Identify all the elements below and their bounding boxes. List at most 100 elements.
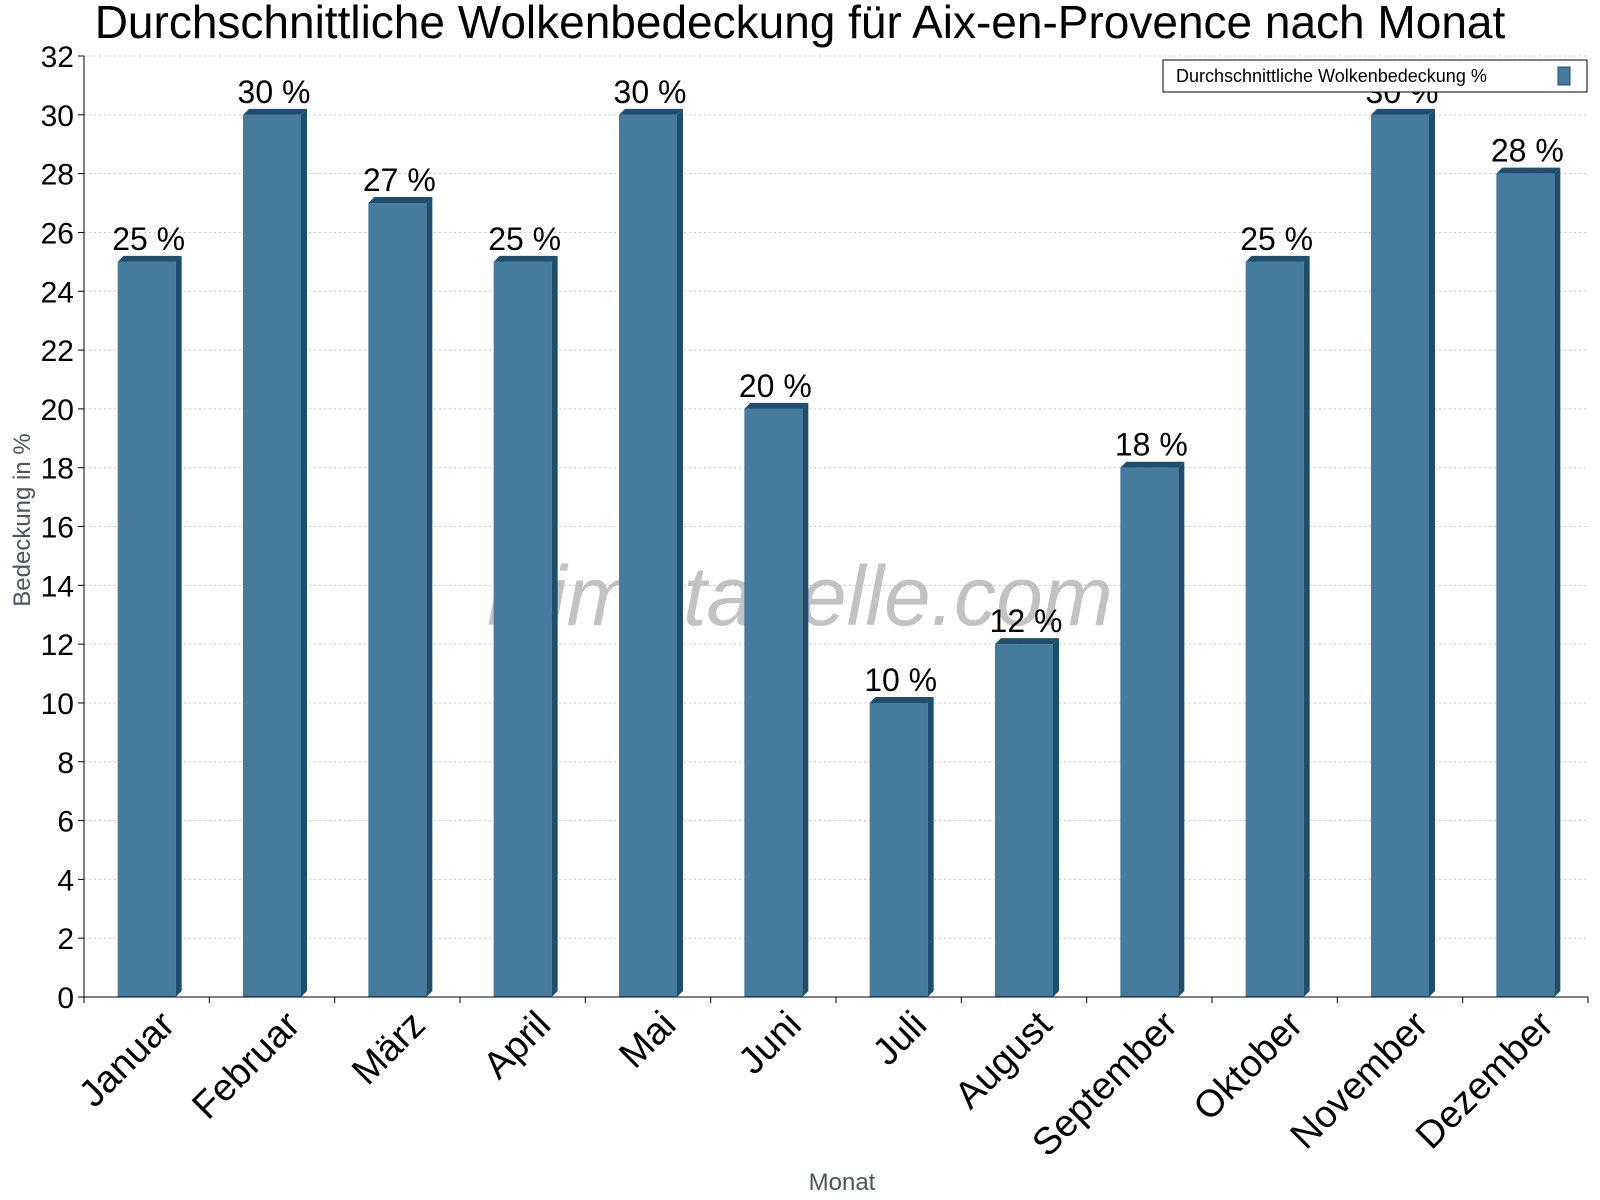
bar-top: [995, 638, 1059, 645]
bar-2: [368, 197, 433, 997]
bar-top: [368, 197, 433, 204]
data-label: 30 %: [238, 74, 311, 110]
legend-swatch: [1557, 66, 1571, 86]
bar-0: [117, 255, 182, 997]
bar-front: [744, 408, 803, 997]
y-tick-label: 28: [41, 159, 74, 192]
data-label: 25 %: [1240, 221, 1313, 257]
bar-side: [802, 402, 809, 997]
bar-side: [677, 108, 683, 997]
bar-front: [368, 203, 427, 997]
data-label: 27 %: [363, 162, 436, 198]
data-labels: 25 % 30 % 27 % 25 % 30 % 20 % 10 % 12 % 18 % 25 %…: [112, 74, 1564, 698]
y-tick-label: 10: [41, 688, 74, 721]
bar-top: [869, 696, 934, 703]
bar-top: [744, 402, 809, 409]
legend-box: [1162, 59, 1588, 93]
y-tick-label: 32: [41, 41, 74, 74]
data-label: 10 %: [864, 662, 937, 698]
bar-side: [1303, 255, 1310, 997]
y-tick-label: 8: [57, 747, 74, 780]
y-tick-label: 6: [57, 806, 74, 839]
bar-front: [869, 702, 928, 997]
legend: Durchschnittliche Wolkenbedeckung %: [1162, 59, 1588, 93]
y-tick-label: 0: [57, 982, 74, 1015]
bar-front: [1120, 467, 1179, 997]
y-tick-label: 22: [41, 335, 74, 368]
bar-10: [1371, 108, 1435, 997]
bar-top: [1371, 108, 1435, 115]
data-label: 28 %: [1491, 133, 1564, 169]
y-tick-label: 16: [41, 512, 74, 545]
y-tick-label: 4: [57, 864, 74, 897]
x-tick-label: Januar: [71, 1003, 183, 1115]
bar-8: [1120, 461, 1185, 997]
x-tick-label: Dezember: [1408, 1003, 1562, 1157]
bars: [117, 108, 1561, 997]
bar-side: [1178, 461, 1185, 997]
bar-top: [117, 255, 182, 262]
x-tick-label: April: [476, 1004, 559, 1087]
x-tick-label: Februar: [185, 1003, 309, 1127]
bar-side: [426, 197, 433, 997]
bar-top: [1245, 255, 1310, 262]
bar-front: [243, 114, 301, 997]
bar-front: [1496, 173, 1555, 997]
y-tick-label: 26: [41, 217, 74, 250]
gridlines: [84, 55, 1588, 939]
legend-label: Durchschnittliche Wolkenbedeckung %: [1176, 66, 1487, 86]
data-label: 18 %: [1115, 427, 1188, 463]
bar-front: [493, 261, 552, 997]
y-axis-title: Bedeckung in %: [9, 433, 36, 606]
bar-4: [619, 108, 683, 997]
bar-side: [1053, 638, 1059, 997]
x-tick-label: Oktober: [1186, 1003, 1312, 1129]
x-tick-label: März: [344, 1004, 433, 1093]
bar-top: [243, 108, 307, 115]
bar-front: [1371, 114, 1429, 997]
bar-top: [1496, 167, 1561, 174]
chart-title: Durchschnittliche Wolkenbedeckung für Ai…: [95, 0, 1506, 48]
bar-side: [1429, 108, 1435, 997]
y-tick-label: 20: [41, 394, 74, 427]
bar-side: [1554, 167, 1561, 997]
bar-side: [175, 255, 182, 997]
bar-3: [493, 255, 558, 997]
y-tick-label: 30: [41, 100, 74, 133]
bar-top: [619, 108, 683, 115]
data-label: 25 %: [488, 221, 561, 257]
bar-front: [1245, 261, 1304, 997]
x-tick-label: Juni: [731, 1004, 810, 1083]
data-label: 25 %: [112, 221, 185, 257]
y-tick-label: 18: [41, 453, 74, 486]
bar-front: [995, 644, 1053, 997]
x-tick-label: August: [947, 1003, 1061, 1117]
x-tick-label: Juli: [865, 1004, 935, 1074]
bar-7: [995, 638, 1059, 997]
bar-6: [869, 696, 934, 997]
bar-top: [1120, 461, 1185, 468]
bar-11: [1496, 167, 1561, 997]
y-tick-label: 12: [41, 629, 74, 662]
y-tick-label: 2: [57, 923, 74, 956]
bar-9: [1245, 255, 1310, 997]
x-tick-label: Mai: [611, 1004, 684, 1077]
bar-side: [301, 108, 307, 997]
bar-1: [243, 108, 307, 997]
x-axis-ticks: Januar Februar März April Mai Juni Juli AugustS…: [71, 997, 1589, 1165]
data-label: 30 %: [614, 74, 687, 110]
bar-front: [117, 261, 176, 997]
bar-5: [744, 402, 809, 997]
bar-top: [493, 255, 558, 262]
bar-side: [551, 255, 558, 997]
bar-front: [619, 114, 677, 997]
y-tick-label: 14: [41, 570, 74, 603]
y-tick-label: 24: [41, 276, 74, 309]
data-label: 20 %: [739, 368, 812, 404]
data-label: 12 %: [990, 603, 1063, 639]
bar-side: [927, 696, 934, 997]
x-axis-title: Monat: [809, 1169, 876, 1196]
